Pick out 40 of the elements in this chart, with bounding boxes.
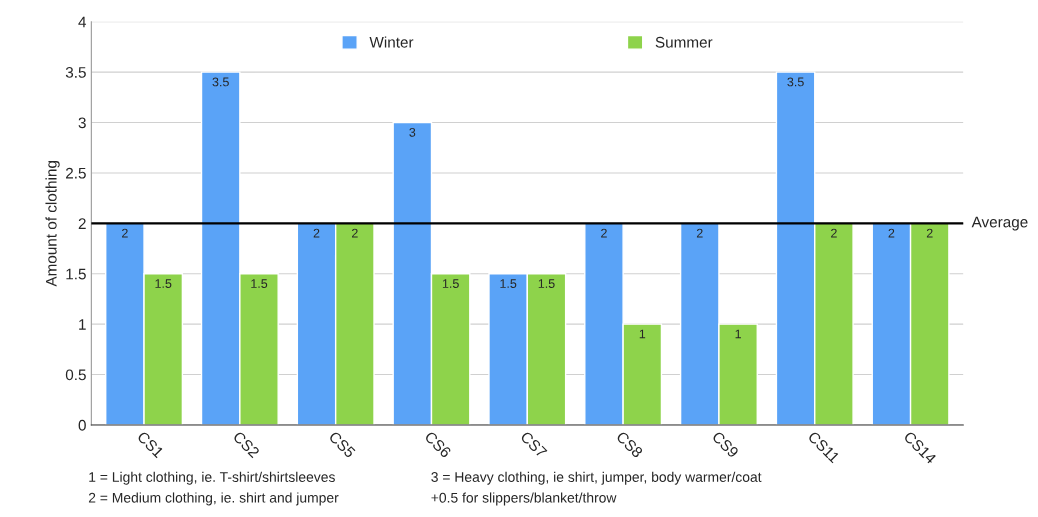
y-tick-label: 1: [79, 319, 86, 330]
y-tick-label: 1.5: [66, 268, 86, 280]
data-label: 2: [351, 228, 358, 238]
y-tick-label: 3.5: [65, 66, 86, 78]
y-tick-label: 2.5: [66, 167, 86, 179]
y-tick-label: 4: [78, 16, 87, 28]
data-label: 2: [313, 228, 320, 238]
data-label: 1.5: [500, 279, 517, 288]
data-label: 2: [696, 228, 703, 238]
y-tick-label: 2: [78, 218, 86, 229]
data-label: 1: [639, 329, 646, 339]
data-label: 1: [735, 329, 741, 339]
y-tick-label: 0.5: [65, 369, 86, 381]
data-label: 1.5: [442, 279, 459, 288]
y-tick-label: 0: [78, 419, 86, 431]
data-label: 2: [888, 228, 895, 238]
data-label: 1.5: [251, 279, 268, 288]
x-tick-label: CS5: [328, 430, 356, 459]
x-tick-label: CS6: [424, 430, 452, 459]
legend-label: Winter: [369, 36, 414, 48]
x-tick-label: CS7: [519, 430, 548, 459]
data-label: 1.5: [155, 279, 172, 288]
y-tick-label: 3: [78, 117, 86, 129]
text: 2 = Medium clothing, ie. shirt and jumper: [88, 492, 339, 506]
data-label: 2: [122, 228, 128, 238]
data-label: 2: [601, 228, 607, 238]
x-tick-label: CS9: [711, 430, 740, 459]
data-label: 3.5: [787, 77, 804, 87]
text: +0.5 for slippers/blanket/throw: [431, 492, 617, 506]
text: 3 = Heavy clothing, ie shirt, jumper, body warmer/coat: [431, 471, 762, 485]
y-axis-title: Amount of clothing: [45, 161, 60, 287]
ref-line-label: Average: [971, 216, 1028, 231]
data-label: 1.5: [538, 279, 555, 288]
text: 1 = Light clothing, ie. T-shirt/shirtsleeves: [89, 471, 335, 485]
data-label: 3.5: [212, 77, 229, 87]
legend-label: Summer: [655, 36, 713, 48]
data-label: 3: [409, 127, 416, 137]
data-label: 2: [831, 228, 837, 238]
x-tick-label: CS8: [615, 430, 644, 459]
data-label: 2: [926, 228, 933, 238]
